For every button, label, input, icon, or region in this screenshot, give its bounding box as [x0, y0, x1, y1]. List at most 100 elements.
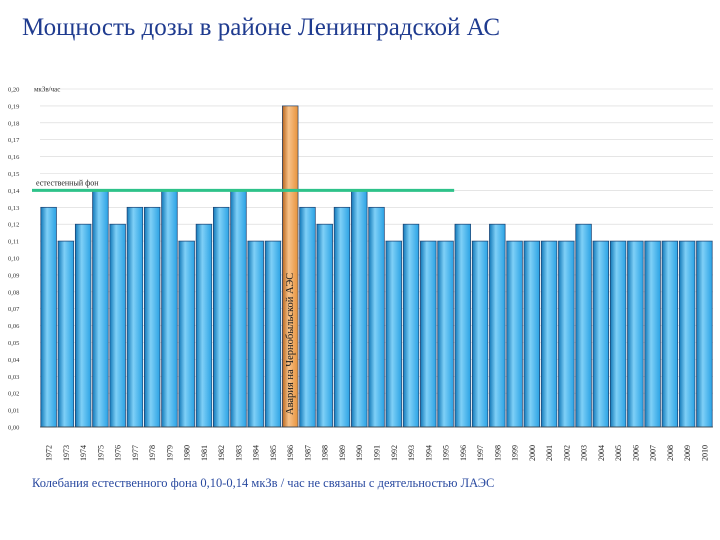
- bar: [558, 240, 575, 428]
- bar: [247, 240, 264, 428]
- x-tick-label: 1989: [338, 445, 347, 461]
- y-tick-label: 0,16: [8, 154, 20, 161]
- y-tick-label: 0,04: [8, 357, 20, 364]
- bar: [178, 240, 195, 428]
- y-tick-label: 0,00: [8, 425, 19, 432]
- x-tick-label: 2009: [683, 445, 692, 461]
- bar: [592, 240, 610, 428]
- x-tick-label: 1980: [183, 445, 192, 461]
- x-tick-label: 1988: [321, 445, 330, 461]
- bar: [143, 206, 161, 428]
- bar: [385, 240, 402, 428]
- x-tick-label: 1981: [200, 445, 209, 461]
- x-tick-label: 1985: [269, 445, 278, 461]
- x-tick-label: 2001: [545, 445, 554, 461]
- y-tick-label: 0,02: [8, 391, 19, 398]
- bar: [489, 223, 506, 428]
- x-tick-label: 1999: [511, 445, 520, 461]
- x-tick-label: 1978: [148, 445, 157, 461]
- bar: [40, 206, 57, 428]
- y-tick-label: 0,19: [8, 103, 19, 110]
- x-tick-label: 1984: [252, 445, 261, 461]
- chart-title: Мощность дозы в районе Ленинградской АС: [22, 14, 501, 41]
- y-tick-label: 0,03: [8, 374, 19, 381]
- bar: [420, 240, 437, 428]
- bar: [523, 240, 540, 428]
- bar: [471, 240, 489, 428]
- x-tick-label: 1973: [62, 445, 71, 461]
- x-tick-label: 2008: [666, 445, 675, 461]
- x-tick-label: 1979: [165, 445, 174, 461]
- unit-label: мкЗв/час: [34, 86, 60, 94]
- x-tick-label: 1992: [390, 445, 399, 461]
- bar: [661, 240, 679, 428]
- y-tick-label: 0,13: [8, 205, 19, 212]
- x-tick-label: 2002: [562, 445, 571, 461]
- footnote: Колебания естественного фона 0,10-0,14 м…: [32, 476, 495, 490]
- x-tick-label: 1972: [45, 445, 54, 461]
- bar: [92, 190, 109, 428]
- x-tick-label: 1996: [459, 445, 468, 461]
- reference-line-group: естественный фон: [32, 178, 455, 192]
- x-tick-label: 1991: [373, 445, 382, 461]
- y-tick-label: 0,10: [8, 256, 19, 263]
- bar: [454, 223, 471, 428]
- x-tick-label: 1994: [424, 445, 433, 461]
- bar: [57, 240, 75, 428]
- y-tick-label: 0,08: [8, 289, 19, 296]
- bar: [540, 240, 558, 428]
- bar: [437, 240, 454, 428]
- y-tick-label: 0,09: [8, 272, 19, 279]
- x-tick-label: 1975: [96, 445, 105, 461]
- bar: [109, 223, 126, 428]
- bar: [230, 190, 247, 428]
- bar: [368, 206, 385, 428]
- reference-line-label: естественный фон: [36, 178, 99, 187]
- x-tick-label: 2000: [528, 445, 537, 461]
- y-tick-label: 0,07: [8, 306, 20, 313]
- bar: [333, 206, 351, 428]
- bars: Авария на Чернобыльской АЭС: [40, 105, 713, 428]
- y-tick-label: 0,18: [8, 120, 19, 127]
- x-tick-label: 2004: [597, 445, 606, 461]
- x-tick-label: 2006: [631, 445, 640, 461]
- bar: [316, 223, 333, 428]
- y-tick-label: 0,11: [8, 239, 19, 246]
- y-tick-label: 0,01: [8, 408, 19, 415]
- x-tick-label: 1977: [131, 445, 140, 461]
- y-tick-label: 0,12: [8, 222, 19, 229]
- x-tick-label: 1997: [476, 445, 485, 461]
- x-tick-label: 1998: [493, 445, 502, 461]
- x-tick-label: 1974: [79, 445, 88, 461]
- x-tick-label: 1990: [355, 445, 364, 461]
- x-axis: 1972 1973 1974 1975 1976 1977 1978 1979 1980 1981…: [45, 445, 710, 461]
- bar: [161, 190, 178, 428]
- bar: [506, 240, 523, 428]
- x-tick-label: 2010: [700, 445, 709, 461]
- y-tick-label: 0,14: [8, 188, 20, 195]
- bar: [213, 206, 230, 428]
- bar: [627, 240, 644, 428]
- x-tick-label: 2005: [614, 445, 623, 461]
- x-tick-label: 1982: [217, 445, 226, 461]
- highlight-label: Авария на Чернобыльской АЭС: [285, 273, 296, 415]
- y-tick-label: 0,06: [8, 323, 20, 330]
- bar: [402, 223, 420, 428]
- x-tick-label: 1986: [286, 445, 295, 461]
- bar: [644, 240, 661, 428]
- x-tick-label: 1987: [303, 445, 312, 461]
- bar: [351, 190, 368, 428]
- y-tick-label: 0,20: [8, 87, 19, 94]
- y-tick-label: 0,05: [8, 340, 19, 347]
- bar: [264, 240, 282, 428]
- bar: [126, 206, 144, 428]
- bar: [195, 223, 213, 428]
- x-tick-label: 2003: [580, 445, 589, 461]
- x-tick-label: 1983: [234, 445, 243, 461]
- bar: [678, 240, 696, 428]
- bar: [696, 240, 713, 428]
- x-tick-label: 1993: [407, 445, 416, 461]
- bar: [74, 223, 92, 428]
- x-tick-label: 2007: [649, 445, 658, 461]
